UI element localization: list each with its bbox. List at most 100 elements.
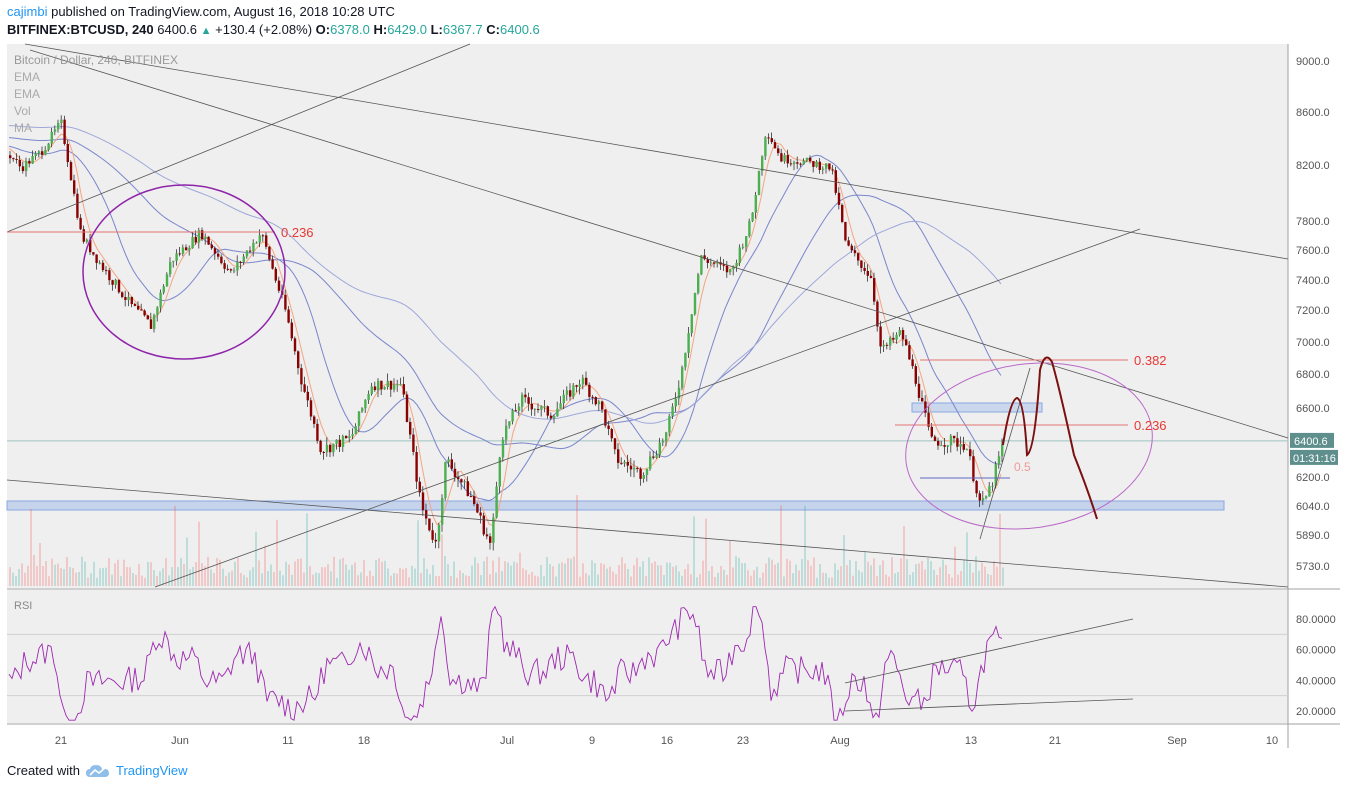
candle bbox=[117, 279, 121, 293]
up-arrow-icon: ▲ bbox=[200, 25, 212, 37]
candle bbox=[76, 193, 79, 218]
candle bbox=[9, 155, 12, 159]
volume-bar bbox=[531, 571, 533, 586]
candle bbox=[978, 493, 981, 501]
volume-bar bbox=[351, 564, 353, 586]
volume-bar bbox=[405, 568, 407, 586]
volume-bar bbox=[948, 574, 950, 586]
volume-bar bbox=[216, 558, 218, 586]
candle bbox=[508, 421, 511, 426]
candle bbox=[60, 119, 63, 124]
volume-bar bbox=[534, 575, 536, 586]
candle bbox=[165, 274, 169, 287]
price-tick-label: 7400.0 bbox=[1296, 275, 1330, 287]
volume-bar bbox=[969, 562, 971, 586]
volume-bar bbox=[771, 559, 773, 586]
candle bbox=[892, 337, 895, 340]
time-tick-label: 16 bbox=[661, 735, 673, 747]
volume-bar bbox=[306, 513, 308, 586]
candle bbox=[722, 264, 725, 266]
volume-bar bbox=[228, 572, 230, 586]
candle bbox=[15, 159, 18, 161]
rsi-tick-label: 40.0000 bbox=[1296, 675, 1336, 687]
volume-bar bbox=[855, 561, 857, 586]
candle bbox=[837, 192, 841, 205]
candle bbox=[556, 408, 559, 417]
candle bbox=[594, 397, 597, 405]
candle bbox=[389, 380, 393, 390]
volume-bar bbox=[390, 575, 392, 586]
candle bbox=[825, 163, 828, 169]
candle bbox=[137, 305, 140, 310]
candle bbox=[245, 250, 249, 257]
candle bbox=[623, 461, 626, 464]
candle bbox=[345, 435, 348, 438]
volume-bar bbox=[546, 557, 548, 586]
volume-bar bbox=[165, 558, 167, 586]
candle bbox=[41, 151, 44, 155]
volume-bar bbox=[486, 556, 488, 586]
volume-bar bbox=[477, 563, 479, 586]
candle bbox=[687, 333, 690, 353]
volume-bar bbox=[672, 566, 674, 586]
price-tick-label: 6200.0 bbox=[1296, 472, 1330, 484]
volume-bar bbox=[354, 562, 356, 586]
candle bbox=[57, 123, 60, 130]
volume-bar bbox=[30, 509, 32, 586]
volume-bar bbox=[192, 566, 194, 586]
candle bbox=[921, 397, 924, 402]
author-link[interactable]: cajimbi bbox=[7, 4, 48, 19]
candle bbox=[73, 180, 76, 194]
candle bbox=[434, 539, 437, 542]
volume-bar bbox=[330, 571, 332, 586]
volume-bar bbox=[600, 563, 602, 586]
tradingview-link[interactable]: TradingView bbox=[85, 763, 188, 778]
candle bbox=[498, 457, 501, 487]
candle bbox=[642, 475, 645, 479]
candle bbox=[761, 156, 764, 171]
volume-bar bbox=[954, 546, 956, 586]
volume-bar bbox=[798, 570, 800, 586]
volume-bar bbox=[939, 567, 941, 586]
trendline-rising bbox=[154, 228, 1141, 588]
candle bbox=[677, 387, 681, 399]
volume-bar bbox=[150, 562, 152, 586]
candle bbox=[338, 439, 341, 447]
price-tick-label: 6800.0 bbox=[1296, 369, 1330, 381]
volume-bar bbox=[936, 575, 938, 586]
candle bbox=[319, 440, 322, 453]
candle bbox=[962, 444, 965, 450]
candle bbox=[540, 406, 543, 410]
volume-bar bbox=[180, 557, 182, 586]
candle bbox=[169, 261, 172, 275]
volume-bar bbox=[813, 557, 815, 586]
candle bbox=[460, 479, 463, 483]
candle bbox=[495, 486, 498, 518]
time-tick-label: Aug bbox=[830, 735, 850, 747]
candle bbox=[313, 416, 316, 424]
rsi-tick-label: 20.0000 bbox=[1296, 706, 1336, 718]
volume-bar bbox=[414, 568, 416, 586]
volume-bar bbox=[285, 561, 287, 586]
symbol-line: BITFINEX:BTCUSD, 240 6400.6 ▲ +130.4 (+2… bbox=[7, 22, 540, 37]
volume-bar bbox=[708, 571, 710, 586]
volume-bar bbox=[711, 566, 713, 586]
candle bbox=[421, 492, 425, 511]
volume-bar bbox=[108, 558, 110, 586]
rsi-line bbox=[8, 605, 1003, 721]
candle bbox=[18, 159, 21, 167]
chart-area[interactable]: 9000.0 8600.0 8200.0 7800.0 7600.0 7400.0 7200… bbox=[0, 40, 1348, 752]
last-price: 6400.6 bbox=[157, 22, 198, 37]
volume-bar bbox=[72, 568, 74, 586]
volume-bar bbox=[810, 565, 812, 586]
candle bbox=[930, 426, 933, 437]
candle bbox=[831, 169, 834, 171]
candle bbox=[969, 449, 972, 457]
volume-bar bbox=[324, 567, 326, 586]
volume-bar bbox=[15, 576, 17, 586]
volume-bar bbox=[474, 557, 476, 586]
candle bbox=[37, 151, 41, 154]
volume-bar bbox=[777, 562, 779, 586]
candle bbox=[457, 477, 460, 480]
volume-bar bbox=[378, 558, 380, 586]
